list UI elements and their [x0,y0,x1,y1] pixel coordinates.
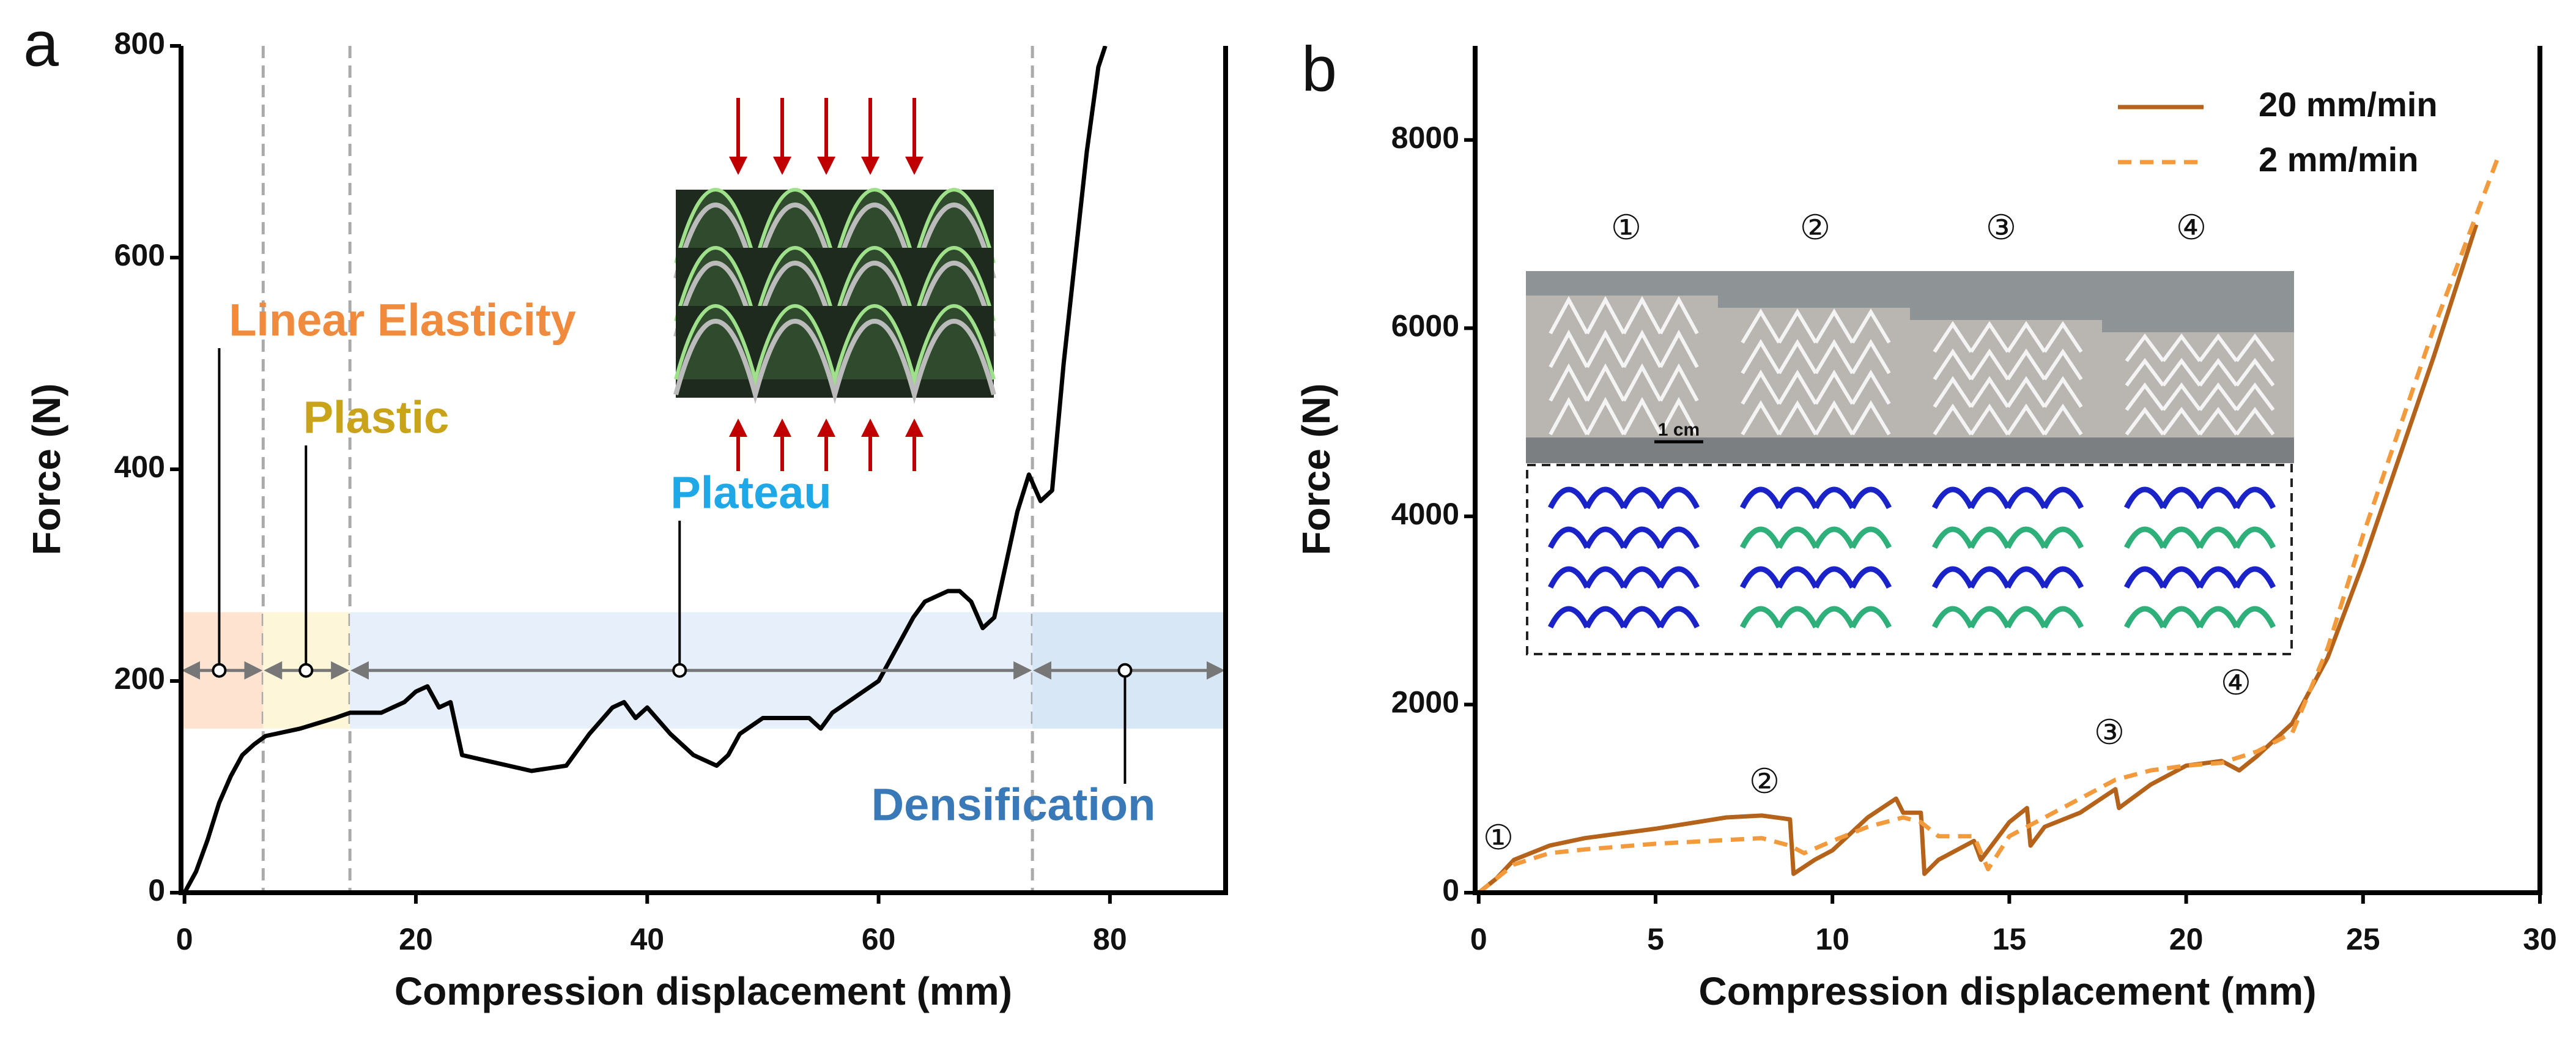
photo-base [1718,437,1910,463]
photo-base [2102,437,2294,463]
sim-lattice [1931,486,2084,510]
photo-lattice [1933,348,2083,381]
stage-label: ② [1749,762,1780,800]
photo-lattice [1549,329,1699,368]
leader-dot [672,663,687,678]
y-axis-title: Force (N) [24,384,68,556]
leader-dot [298,663,314,678]
scale-bar: 1 cm [1658,420,1700,440]
stage-label: ④ [2221,663,2251,702]
y-tick-label: 0 [1442,873,1459,907]
sim-lattice [1931,606,2084,629]
sim-lattice [1931,526,2084,549]
photo-lattice [1741,308,1891,344]
legend-label: 2 mm/min [2259,140,2418,179]
lattice-illustration [673,98,996,471]
sim-lattice [2123,486,2276,510]
y-tick-label: 2000 [1391,685,1459,720]
y-tick-label: 600 [114,238,165,272]
x-tick-label: 30 [2523,922,2557,956]
image-stage-label: ② [1800,208,1830,247]
photo-lattice [1933,403,2083,436]
region-label: Linear Elasticity [229,295,576,346]
panel-label: b [1301,34,1337,105]
sim-lattice [1931,566,2084,589]
x-tick-label: 20 [2169,922,2204,956]
photo-plate [1526,271,1718,296]
data-line [1477,224,2479,893]
x-tick-label: 20 [399,922,433,956]
photo-lattice [1933,321,2083,353]
y-tick-label: 800 [114,26,165,61]
sim-lattice [1739,606,1892,629]
lattice-wave-shadow [673,319,996,404]
plot-area [1477,158,2500,893]
photo-lattice [2125,333,2275,362]
image-stage-label: ③ [1986,208,2016,247]
leader-dot [1117,663,1133,678]
region-label: Plastic [303,392,450,443]
experiment-images: 1 cm [1526,271,2294,655]
photo-base [1910,437,2102,463]
photo-lattice [1741,339,1891,374]
sim-lattice [2123,526,2276,549]
data-line [1477,158,2500,893]
photo-plate [1718,271,1910,308]
photo-lattice [1741,370,1891,405]
sim-lattice [1547,486,1700,510]
photo-lattice [2125,407,2275,436]
leader-dot [212,663,227,678]
photo-lattice [2125,382,2275,411]
x-tick-label: 40 [630,922,664,956]
sim-frame [1526,464,2293,655]
photo-lattice [1549,396,1699,436]
legend-label: 20 mm/min [2259,85,2438,124]
sim-lattice [1547,566,1700,589]
sim-lattice [1547,606,1700,629]
sim-lattice [2123,566,2276,589]
photo-lattice [1741,400,1891,436]
stage-label: ③ [2094,713,2125,751]
y-tick-label: 0 [148,873,165,907]
x-tick-label: 0 [1470,922,1487,956]
y-tick-label: 4000 [1391,497,1459,531]
y-tick-label: 400 [114,450,165,484]
y-tick-label: 200 [114,661,165,696]
panel-label: a [23,9,59,80]
y-tick-label: 8000 [1391,121,1459,155]
photo-lattice [2125,358,2275,387]
y-axis-title: Force (N) [1294,384,1338,556]
region-label: Densification [872,780,1156,830]
sim-lattice [1547,526,1700,549]
y-tick-label: 6000 [1391,309,1459,343]
x-tick-label: 5 [1647,922,1664,956]
axes-frame [1473,46,2542,895]
image-stage-label: ① [1611,208,1641,247]
plot-area [182,46,1108,893]
axes-frame [179,46,1228,895]
photo-lattice [1549,296,1699,335]
sim-lattice [1739,486,1892,510]
x-tick-label: 10 [1815,922,1849,956]
image-stage-label: ④ [2176,208,2207,247]
x-axis-title: Compression displacement (mm) [394,969,1012,1013]
photo-lattice [1549,363,1699,402]
region-label: Plateau [670,467,831,518]
x-tick-label: 15 [1993,922,2027,956]
photo-plate [2102,271,2294,332]
x-tick-label: 80 [1093,922,1127,956]
sim-lattice [1739,566,1892,589]
x-tick-label: 60 [862,922,896,956]
photo-plate [1910,271,2102,320]
x-tick-label: 25 [2346,922,2380,956]
x-axis-title: Compression displacement (mm) [1699,969,2317,1013]
data-line [182,46,1108,893]
stage-label: ① [1483,818,1514,857]
photo-lattice [1933,376,2083,408]
sim-lattice [1739,526,1892,549]
x-tick-label: 0 [176,922,193,956]
sim-lattice [2123,606,2276,629]
